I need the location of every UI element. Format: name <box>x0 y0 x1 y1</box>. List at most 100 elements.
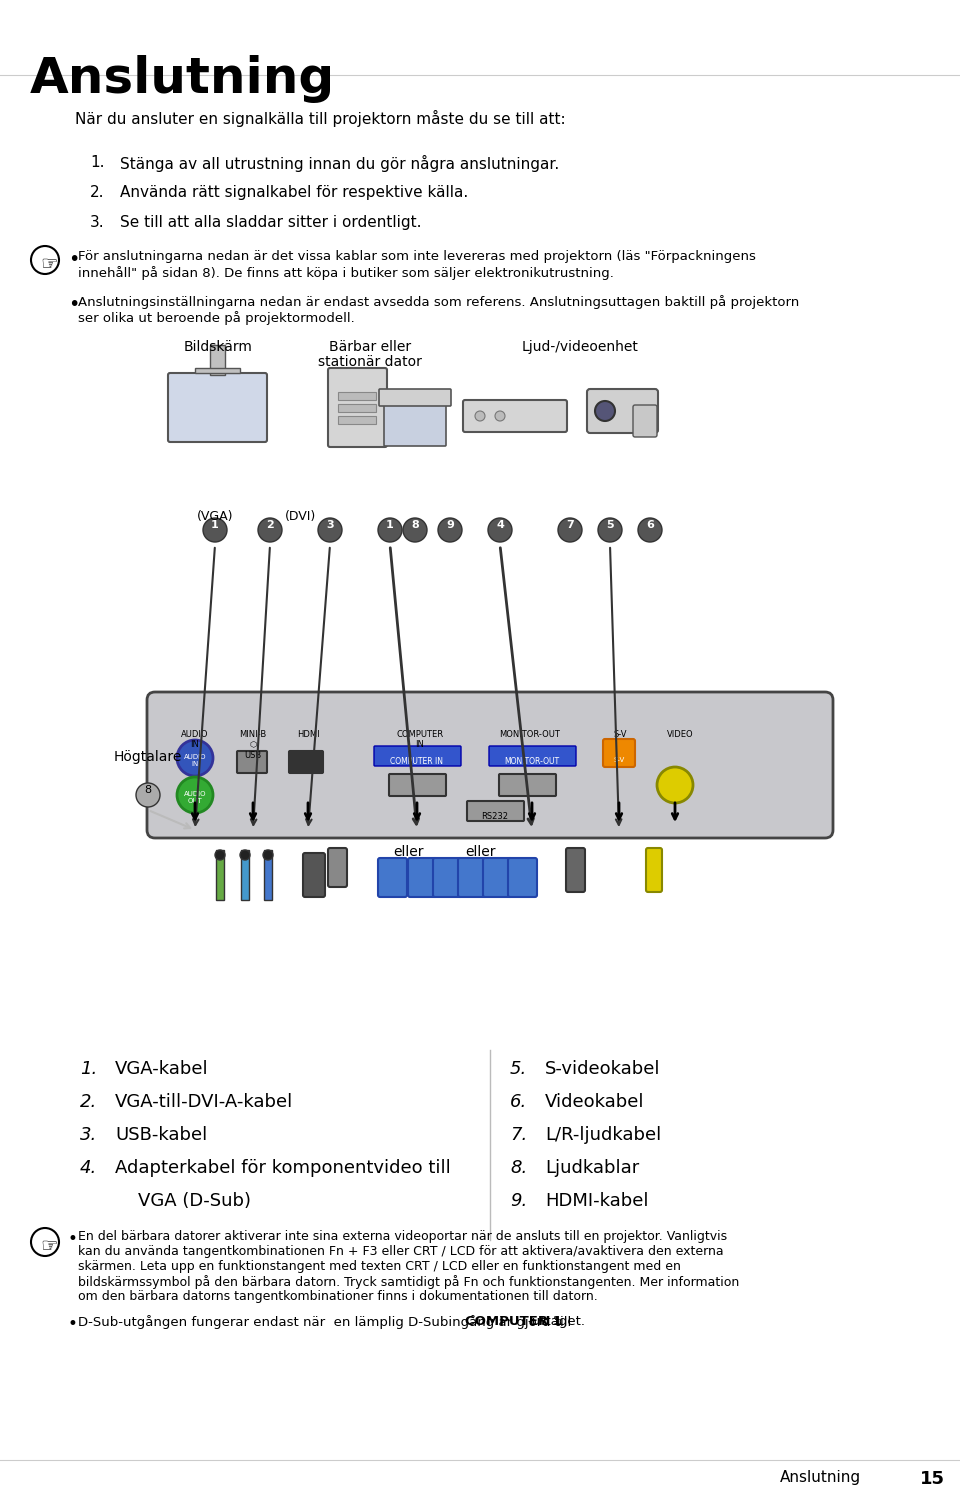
Circle shape <box>177 777 213 813</box>
FancyBboxPatch shape <box>328 848 347 887</box>
Bar <box>241 850 249 901</box>
Text: S-V: S-V <box>613 731 627 740</box>
Circle shape <box>558 517 582 543</box>
Circle shape <box>488 517 512 543</box>
Text: Videokabel: Videokabel <box>545 1093 644 1111</box>
Text: Ljud-/videoenhet: Ljud-/videoenhet <box>521 340 638 353</box>
Circle shape <box>438 517 462 543</box>
Text: S-V: S-V <box>613 757 625 763</box>
Text: 3.: 3. <box>90 215 105 230</box>
Circle shape <box>177 740 213 775</box>
FancyBboxPatch shape <box>408 857 437 898</box>
Text: USB-kabel: USB-kabel <box>115 1126 207 1144</box>
Text: 1.: 1. <box>90 155 105 170</box>
FancyBboxPatch shape <box>384 404 446 446</box>
Text: Använda rätt signalkabel för respektive källa.: Använda rätt signalkabel för respektive … <box>120 185 468 200</box>
Text: VGA-kabel: VGA-kabel <box>115 1060 208 1078</box>
FancyBboxPatch shape <box>483 857 512 898</box>
Text: 9.: 9. <box>510 1191 527 1211</box>
Circle shape <box>318 517 342 543</box>
Circle shape <box>475 412 485 420</box>
FancyBboxPatch shape <box>458 857 487 898</box>
Text: 8: 8 <box>144 784 152 795</box>
Text: D-Sub-utgången fungerar endast när  en lämplig D-Subingång är gjord till: D-Sub-utgången fungerar endast när en lä… <box>78 1315 575 1328</box>
Text: -uttaget.: -uttaget. <box>527 1315 585 1328</box>
Text: COMPUTER IN: COMPUTER IN <box>391 757 444 766</box>
Text: eller: eller <box>393 845 423 859</box>
Text: •: • <box>68 1315 78 1333</box>
FancyBboxPatch shape <box>378 857 407 898</box>
FancyBboxPatch shape <box>633 406 657 437</box>
Text: 7.: 7. <box>510 1126 527 1144</box>
Text: L/R-ljudkabel: L/R-ljudkabel <box>545 1126 661 1144</box>
Text: 4.: 4. <box>80 1159 97 1176</box>
Text: Anslutningsinställningarna nedan är endast avsedda som referens. Anslutningsutta: Anslutningsinställningarna nedan är enda… <box>78 295 800 309</box>
Circle shape <box>136 783 160 807</box>
Text: MONITOR-OUT: MONITOR-OUT <box>504 757 560 766</box>
FancyBboxPatch shape <box>379 389 451 406</box>
Text: AUDIO
IN: AUDIO IN <box>183 754 206 766</box>
Text: 1: 1 <box>211 520 219 529</box>
FancyBboxPatch shape <box>566 848 585 892</box>
Text: bildskärmssymbol på den bärbara datorn. Tryck samtidigt på Fn och funktionstange: bildskärmssymbol på den bärbara datorn. … <box>78 1275 739 1288</box>
Circle shape <box>595 401 615 420</box>
Circle shape <box>258 517 282 543</box>
Text: HDMI: HDMI <box>297 731 320 740</box>
FancyBboxPatch shape <box>303 853 325 898</box>
Text: stationär dator: stationär dator <box>318 355 422 368</box>
Text: AUDIO
OUT: AUDIO OUT <box>183 792 206 804</box>
FancyBboxPatch shape <box>587 389 658 432</box>
Text: eller: eller <box>465 845 495 859</box>
Text: •: • <box>68 1230 78 1248</box>
Circle shape <box>240 850 250 860</box>
Text: För anslutningarna nedan är det vissa kablar som inte levereras med projektorn (: För anslutningarna nedan är det vissa ka… <box>78 250 756 262</box>
Text: 2.: 2. <box>80 1093 97 1111</box>
Text: Ljudkablar: Ljudkablar <box>545 1159 639 1176</box>
Text: Anslutning: Anslutning <box>30 55 335 103</box>
Bar <box>338 392 376 400</box>
Circle shape <box>378 517 402 543</box>
Text: ☞: ☞ <box>40 1238 58 1255</box>
Text: 3: 3 <box>326 520 334 529</box>
Circle shape <box>638 517 662 543</box>
Text: VIDEO: VIDEO <box>666 731 693 740</box>
FancyBboxPatch shape <box>433 857 462 898</box>
Bar <box>338 404 376 412</box>
Text: RS232: RS232 <box>482 813 509 822</box>
Text: 7: 7 <box>566 520 574 529</box>
Text: Anslutning: Anslutning <box>780 1470 861 1485</box>
Text: 9: 9 <box>446 520 454 529</box>
Text: Se till att alla sladdar sitter i ordentligt.: Se till att alla sladdar sitter i ordent… <box>120 215 421 230</box>
Text: •: • <box>68 250 80 268</box>
Bar <box>216 850 224 901</box>
FancyBboxPatch shape <box>374 746 461 766</box>
Circle shape <box>215 850 225 860</box>
FancyBboxPatch shape <box>463 400 567 432</box>
Text: 5: 5 <box>606 520 613 529</box>
Text: Högtalare: Högtalare <box>114 750 182 763</box>
Bar <box>264 850 272 901</box>
Text: Bärbar eller: Bärbar eller <box>329 340 411 353</box>
FancyBboxPatch shape <box>489 746 576 766</box>
Circle shape <box>598 517 622 543</box>
Circle shape <box>403 517 427 543</box>
Text: 4: 4 <box>496 520 504 529</box>
Text: HDMI-kabel: HDMI-kabel <box>545 1191 649 1211</box>
FancyBboxPatch shape <box>328 368 387 447</box>
Text: 2.: 2. <box>90 185 105 200</box>
Text: MONITOR-OUT: MONITOR-OUT <box>499 731 561 740</box>
FancyBboxPatch shape <box>289 751 323 772</box>
FancyBboxPatch shape <box>168 373 267 441</box>
Text: Adapterkabel för komponentvideo till: Adapterkabel för komponentvideo till <box>115 1159 451 1176</box>
Text: 6.: 6. <box>510 1093 527 1111</box>
Text: ser olika ut beroende på projektormodell.: ser olika ut beroende på projektormodell… <box>78 312 355 325</box>
Text: Stänga av all utrustning innan du gör några anslutningar.: Stänga av all utrustning innan du gör nå… <box>120 155 560 171</box>
Text: När du ansluter en signalkälla till projektorn måste du se till att:: När du ansluter en signalkälla till proj… <box>75 110 565 127</box>
Circle shape <box>203 517 227 543</box>
Text: 3.: 3. <box>80 1126 97 1144</box>
FancyBboxPatch shape <box>499 774 556 796</box>
Text: MINI-B
⬡
USB: MINI-B ⬡ USB <box>239 731 267 760</box>
Bar <box>195 368 240 373</box>
Text: (DVI): (DVI) <box>284 510 316 523</box>
Text: 8.: 8. <box>510 1159 527 1176</box>
